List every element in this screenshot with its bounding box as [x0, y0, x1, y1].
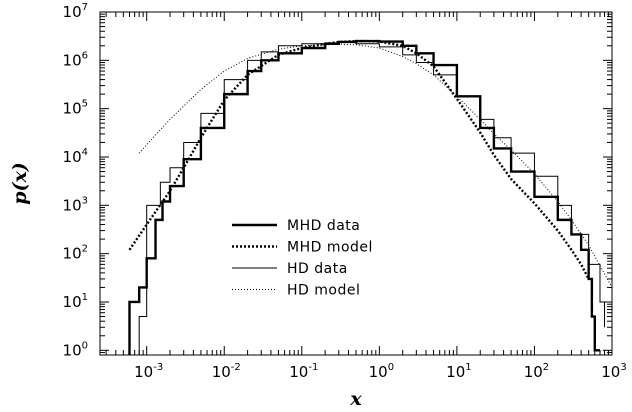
- y-tick-label: 107: [63, 2, 88, 21]
- legend-label: MHD model: [287, 240, 373, 256]
- y-tick-label: 106: [63, 50, 88, 69]
- legend-label: HD model: [287, 283, 360, 299]
- series-line-mhd-data: [128, 39, 600, 355]
- y-tick-label: 101: [63, 292, 88, 311]
- series-line-hd-data: [138, 41, 605, 355]
- x-axis-label: x: [349, 388, 362, 410]
- y-tick-label: 100: [63, 340, 88, 359]
- x-tick-label: 10-3: [134, 362, 163, 381]
- y-tick-label: 102: [63, 244, 88, 263]
- x-tick-label: 103: [601, 362, 626, 381]
- x-tick-label: 101: [446, 362, 471, 381]
- legend-label: MHD data: [287, 218, 360, 234]
- y-tick-label: 104: [63, 147, 88, 166]
- x-tick-label: 102: [524, 362, 549, 381]
- x-tick-label: 10-1: [289, 362, 318, 381]
- y-tick-label: 105: [63, 99, 88, 118]
- x-tick-label: 100: [369, 362, 394, 381]
- y-axis-label: p(x): [9, 162, 31, 205]
- series-line-hd-model: [138, 43, 613, 288]
- series-line-mhd-model: [128, 39, 590, 280]
- legend-label: HD data: [287, 261, 348, 277]
- x-tick-label: 10-2: [212, 362, 241, 381]
- y-tick-label: 103: [63, 195, 88, 214]
